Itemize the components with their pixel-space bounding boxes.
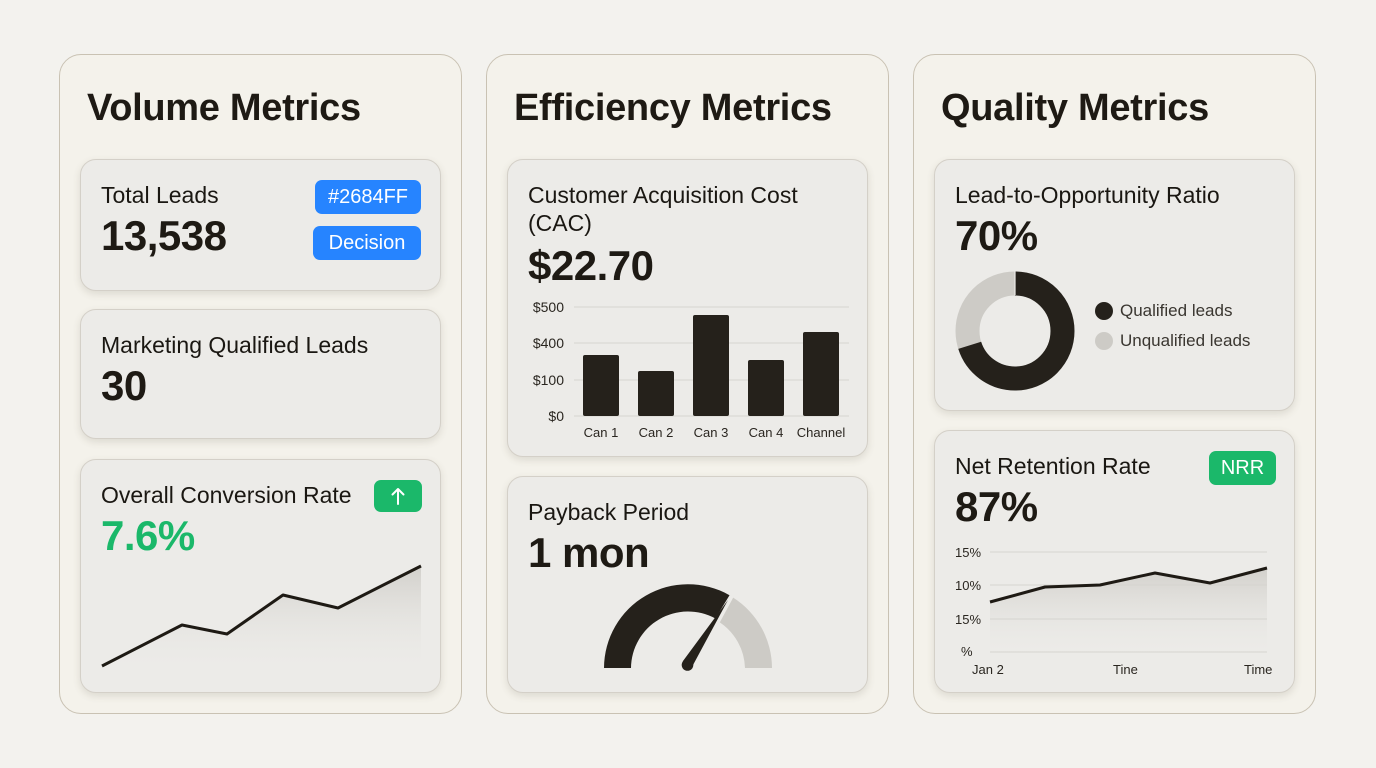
conversion-rate-card[interactable]: Overall Conversion Rate 7.6% xyxy=(80,459,441,693)
x-tick-label: Jan 2 xyxy=(972,662,1004,677)
y-tick-label: 15% xyxy=(955,545,981,560)
x-tick-label: Tine xyxy=(1113,662,1138,677)
card-value: 30 xyxy=(101,362,147,409)
y-tick-label: $500 xyxy=(533,299,564,315)
y-tick-label: $100 xyxy=(533,372,564,388)
net-retention-rate-card[interactable]: Net Retention Rate NRR 87% 15% 10% 15% xyxy=(934,430,1295,693)
card-value: 1 mon xyxy=(528,529,650,576)
bar-channel xyxy=(803,332,839,416)
card-value: 70% xyxy=(955,212,1038,259)
bar-can-4 xyxy=(748,360,784,416)
y-tick-label: 10% xyxy=(955,578,981,593)
legend-item-unqualified: Unqualified leads xyxy=(1095,331,1250,351)
mql-card[interactable]: Marketing Qualified Leads 30 xyxy=(80,309,441,439)
nrr-line-chart: 15% 10% 15% % Jan 2 Tine Time xyxy=(955,545,1272,677)
y-tick-label: $0 xyxy=(548,408,564,424)
bar-can-1 xyxy=(583,355,619,416)
legend-label: Unqualified leads xyxy=(1120,331,1251,350)
total-leads-card[interactable]: Total Leads 13,538 #2684FF Decision xyxy=(80,159,441,291)
nrr-badge[interactable]: NRR xyxy=(1209,451,1276,485)
x-tick-label: Can 1 xyxy=(584,425,619,440)
efficiency-metrics-panel: Efficiency Metrics Customer Acquisition … xyxy=(486,54,889,714)
gauge-needle xyxy=(682,600,728,668)
arrow-up-icon xyxy=(391,488,405,505)
bar-can-3 xyxy=(693,315,729,416)
x-tick-label: Time xyxy=(1244,662,1272,677)
volume-metrics-panel: Volume Metrics Total Leads 13,538 #2684F… xyxy=(59,54,462,714)
card-value: $22.70 xyxy=(528,242,654,289)
card-label: Net Retention Rate xyxy=(955,453,1151,479)
y-tick-label: 15% xyxy=(955,612,981,627)
card-label: Overall Conversion Rate xyxy=(101,482,352,508)
legend-label: Qualified leads xyxy=(1120,301,1233,320)
panel-title: Quality Metrics xyxy=(941,87,1209,129)
panel-title: Volume Metrics xyxy=(87,87,361,129)
card-label: (CAC) xyxy=(528,210,592,236)
legend-item-qualified: Qualified leads xyxy=(1095,301,1232,321)
cac-card[interactable]: Customer Acquisition Cost (CAC) $22.70 $… xyxy=(507,159,868,457)
lead-opportunity-donut-chart xyxy=(955,271,1075,391)
stage-badge[interactable]: Decision xyxy=(313,226,421,260)
lead-to-opportunity-card[interactable]: Lead-to-Opportunity Ratio 70% Qualified … xyxy=(934,159,1295,411)
quality-metrics-panel: Quality Metrics Lead-to-Opportunity Rati… xyxy=(913,54,1316,714)
legend-swatch xyxy=(1095,332,1113,350)
trend-up-badge[interactable] xyxy=(374,480,422,512)
card-label: Customer Acquisition Cost xyxy=(528,182,798,208)
x-tick-label: Can 2 xyxy=(639,425,674,440)
card-label: Total Leads xyxy=(101,182,219,208)
payback-period-card[interactable]: Payback Period 1 mon xyxy=(507,476,868,693)
legend-swatch xyxy=(1095,302,1113,320)
card-value: 87% xyxy=(955,483,1038,530)
card-value: 7.6% xyxy=(101,512,195,559)
x-tick-label: Can 3 xyxy=(694,425,729,440)
y-tick-label: $400 xyxy=(533,335,564,351)
bar-can-2 xyxy=(638,371,674,416)
color-badge[interactable]: #2684FF xyxy=(315,180,421,214)
panel-title: Efficiency Metrics xyxy=(514,87,832,129)
x-tick-label: Can 4 xyxy=(749,425,784,440)
card-value: 13,538 xyxy=(101,212,227,259)
cac-bar-chart: $500 $400 $100 $0 Can 1 Can 2 Can 3 Can … xyxy=(533,299,849,440)
y-tick-label: % xyxy=(961,644,973,659)
card-label: Marketing Qualified Leads xyxy=(101,332,369,358)
conversion-sparkline-chart xyxy=(101,564,422,674)
x-tick-label: Channel xyxy=(797,425,846,440)
card-label: Payback Period xyxy=(528,499,690,525)
card-label: Lead-to-Opportunity Ratio xyxy=(955,182,1220,208)
payback-gauge-chart xyxy=(604,584,772,671)
